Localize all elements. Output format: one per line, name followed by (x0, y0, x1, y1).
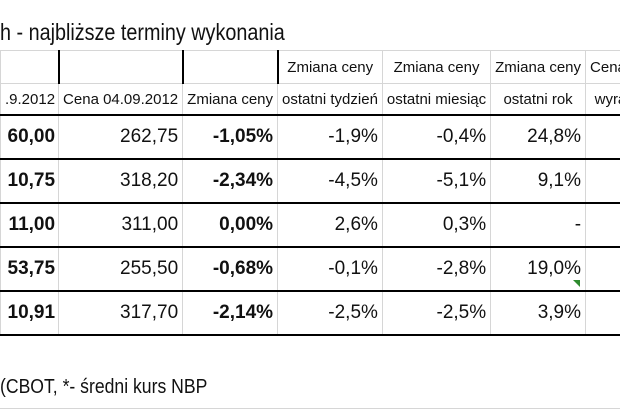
table-row: 10,91 317,70 -2,14% -2,5% -2,5% 3,9% (0, 290, 620, 336)
data-cell[interactable]: -0,68% (182, 246, 279, 292)
data-cell[interactable]: 24,8% (490, 114, 587, 160)
data-cell[interactable]: -0,1% (277, 246, 383, 292)
header-cell[interactable]: Zmiana ceny (490, 50, 587, 84)
data-cell[interactable]: 60,00 (0, 114, 60, 160)
data-cell[interactable]: 311,00 (58, 202, 184, 248)
data-cell[interactable] (585, 114, 620, 160)
header-cell[interactable]: Cena 0 (585, 50, 620, 84)
header-cell[interactable] (0, 50, 60, 84)
header-cell[interactable] (58, 50, 184, 84)
data-cell[interactable] (585, 158, 620, 204)
data-cell[interactable]: -2,8% (381, 246, 492, 292)
data-cell[interactable]: 255,50 (58, 246, 184, 292)
data-cell[interactable] (585, 290, 620, 336)
table-row: 10,75 318,20 -2,34% -4,5% -5,1% 9,1% (0, 158, 620, 204)
data-cell[interactable]: - (490, 202, 587, 248)
data-cell[interactable] (585, 202, 620, 248)
data-cell[interactable]: -2,14% (182, 290, 279, 336)
cell-comment-marker-icon (573, 280, 580, 287)
data-cell[interactable]: -0,4% (381, 114, 492, 160)
header-cell[interactable]: ostatni tydzień (277, 83, 383, 116)
table-row: 11,00 311,00 0,00% 2,6% 0,3% - (0, 202, 620, 248)
data-cell[interactable]: -2,5% (381, 290, 492, 336)
data-cell[interactable]: -4,5% (277, 158, 383, 204)
grid-divider (0, 408, 620, 409)
header-row-top: Zmiana ceny Zmiana ceny Zmiana ceny Cena… (0, 50, 620, 84)
data-cell[interactable]: 53,75 (0, 246, 60, 292)
data-cell[interactable]: 262,75 (58, 114, 184, 160)
table-row: 60,00 262,75 -1,05% -1,9% -0,4% 24,8% (0, 114, 620, 160)
data-cell[interactable]: 318,20 (58, 158, 184, 204)
header-cell[interactable]: Zmiana ceny (277, 50, 383, 84)
data-cell[interactable]: 10,91 (0, 290, 60, 336)
data-cell[interactable]: 317,70 (58, 290, 184, 336)
header-cell[interactable] (182, 50, 279, 84)
data-cell[interactable]: 10,75 (0, 158, 60, 204)
header-cell[interactable]: Zmiana ceny (182, 83, 279, 116)
sheet-title: h - najbliższe terminy wykonania (0, 19, 285, 45)
data-cell[interactable]: 19,0% (490, 246, 587, 292)
data-cell[interactable]: -5,1% (381, 158, 492, 204)
header-cell[interactable]: .9.2012 (0, 83, 60, 116)
data-cell[interactable]: 0,3% (381, 202, 492, 248)
header-row-bottom: .9.2012 Cena 04.09.2012 Zmiana ceny osta… (0, 83, 620, 116)
data-cell[interactable]: 9,1% (490, 158, 587, 204)
header-cell[interactable]: Zmiana ceny (381, 50, 492, 84)
header-cell[interactable]: wyraz (585, 83, 620, 116)
table-row: 53,75 255,50 -0,68% -0,1% -2,8% 19,0% (0, 246, 620, 292)
header-cell[interactable]: ostatni rok (490, 83, 587, 116)
data-cell[interactable]: 11,00 (0, 202, 60, 248)
data-cell[interactable]: 2,6% (277, 202, 383, 248)
data-cell[interactable]: 0,00% (182, 202, 279, 248)
data-cell[interactable]: -1,9% (277, 114, 383, 160)
header-cell[interactable]: ostatni miesiąc (381, 83, 492, 116)
footnote: (CBOT, *- średni kurs NBP (0, 376, 208, 398)
price-table: Zmiana ceny Zmiana ceny Zmiana ceny Cena… (0, 50, 620, 336)
data-cell[interactable]: 3,9% (490, 290, 587, 336)
header-cell[interactable]: Cena 04.09.2012 (58, 83, 184, 116)
data-cell[interactable] (585, 246, 620, 292)
data-cell[interactable]: -1,05% (182, 114, 279, 160)
data-cell[interactable]: -2,34% (182, 158, 279, 204)
data-cell[interactable]: -2,5% (277, 290, 383, 336)
